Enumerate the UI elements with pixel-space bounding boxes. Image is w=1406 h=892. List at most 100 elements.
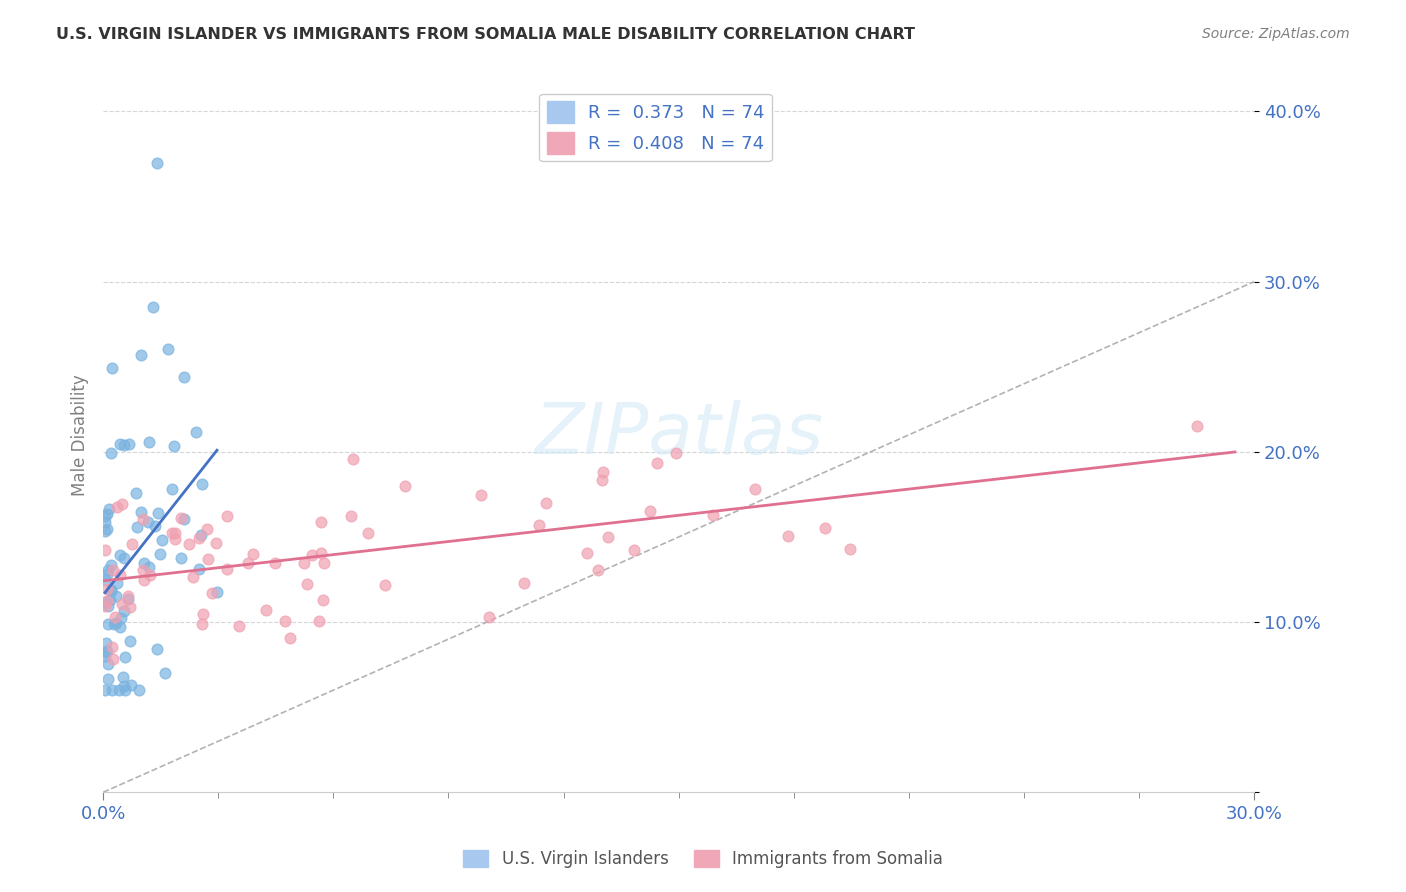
Point xyxy=(148,506,170,520)
Point xyxy=(121,678,143,692)
Point xyxy=(138,559,160,574)
Point xyxy=(264,556,287,570)
Text: ZIPatlas: ZIPatlas xyxy=(534,401,823,469)
Point xyxy=(96,594,118,608)
Point xyxy=(97,599,120,613)
Point xyxy=(596,530,619,544)
Point xyxy=(117,589,139,603)
Point xyxy=(163,525,186,540)
Point xyxy=(94,509,117,524)
Point xyxy=(100,640,122,654)
Point xyxy=(292,556,315,570)
Point xyxy=(274,614,297,628)
Point xyxy=(529,518,551,533)
Point xyxy=(114,650,136,665)
Point xyxy=(191,476,214,491)
Point xyxy=(197,552,219,566)
Point xyxy=(98,593,121,607)
Point xyxy=(311,593,333,607)
Point xyxy=(101,360,124,375)
Point xyxy=(97,501,120,516)
Legend: R =  0.373   N = 74, R =  0.408   N = 74: R = 0.373 N = 74, R = 0.408 N = 74 xyxy=(540,94,772,161)
Point xyxy=(181,570,204,584)
Point xyxy=(205,584,228,599)
Point xyxy=(96,522,118,536)
Point xyxy=(254,603,277,617)
Point xyxy=(170,550,193,565)
Point xyxy=(314,556,336,570)
Point xyxy=(142,300,165,314)
Point xyxy=(153,666,176,681)
Point xyxy=(94,636,117,650)
Point xyxy=(131,348,153,362)
Point xyxy=(534,496,557,510)
Point xyxy=(308,614,330,628)
Point xyxy=(160,482,183,496)
Point xyxy=(127,520,149,534)
Point xyxy=(97,616,120,631)
Point xyxy=(228,619,250,633)
Point xyxy=(110,597,132,611)
Point xyxy=(149,547,172,561)
Point xyxy=(188,562,211,576)
Point xyxy=(309,515,332,529)
Point xyxy=(170,511,193,525)
Point xyxy=(94,573,117,587)
Point xyxy=(204,536,226,550)
Point xyxy=(478,610,501,624)
Point xyxy=(97,672,120,686)
Point xyxy=(134,573,156,587)
Y-axis label: Male Disability: Male Disability xyxy=(72,374,89,496)
Point xyxy=(665,446,688,460)
Point xyxy=(623,542,645,557)
Point xyxy=(111,670,134,684)
Point xyxy=(190,616,212,631)
Point xyxy=(238,556,260,570)
Point xyxy=(173,512,195,526)
Point xyxy=(280,631,302,645)
Point xyxy=(242,547,264,561)
Point xyxy=(776,529,799,543)
Point xyxy=(100,446,122,460)
Point xyxy=(118,599,141,614)
Point xyxy=(117,592,139,607)
Point xyxy=(301,548,323,562)
Point xyxy=(110,436,132,450)
Point xyxy=(188,531,211,545)
Point xyxy=(96,582,118,596)
Point xyxy=(138,516,160,530)
Point xyxy=(94,524,117,539)
Point xyxy=(191,607,214,621)
Point xyxy=(129,505,152,519)
Point xyxy=(112,604,135,618)
Point xyxy=(163,439,186,453)
Point xyxy=(112,437,135,451)
Point xyxy=(112,679,135,693)
Point xyxy=(128,683,150,698)
Text: Source: ZipAtlas.com: Source: ZipAtlas.com xyxy=(1202,27,1350,41)
Point xyxy=(101,563,124,577)
Point xyxy=(132,512,155,526)
Point xyxy=(100,558,122,573)
Point xyxy=(121,537,143,551)
Point xyxy=(111,497,134,511)
Point xyxy=(173,370,195,384)
Point xyxy=(104,610,127,624)
Point xyxy=(311,546,333,560)
Point xyxy=(105,616,128,631)
Point xyxy=(160,525,183,540)
Point xyxy=(108,568,131,582)
Point xyxy=(702,508,724,522)
Point xyxy=(838,541,860,556)
Point xyxy=(1185,419,1208,434)
Point xyxy=(470,488,492,502)
Point xyxy=(340,509,363,524)
Point xyxy=(374,578,396,592)
Point xyxy=(588,563,610,577)
Point xyxy=(94,543,117,558)
Point xyxy=(186,425,208,440)
Point xyxy=(110,611,132,625)
Point xyxy=(139,568,162,582)
Point xyxy=(201,586,224,600)
Point xyxy=(118,437,141,451)
